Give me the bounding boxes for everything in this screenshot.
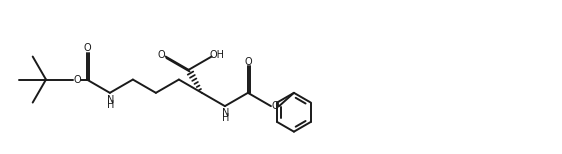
Text: N: N xyxy=(222,108,229,118)
Text: O: O xyxy=(244,57,252,67)
Text: OH: OH xyxy=(210,49,225,59)
Text: H: H xyxy=(107,100,114,110)
Text: O: O xyxy=(73,75,81,85)
Text: N: N xyxy=(107,95,114,105)
Text: H: H xyxy=(222,113,229,123)
Text: O: O xyxy=(158,49,165,59)
Text: O: O xyxy=(271,101,279,111)
Text: O: O xyxy=(83,43,90,53)
